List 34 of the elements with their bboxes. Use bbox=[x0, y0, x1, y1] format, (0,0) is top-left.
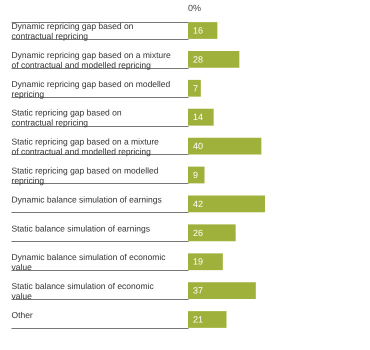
bar bbox=[188, 108, 214, 126]
y-tick-label: Static balance simulation of economic value bbox=[12, 281, 154, 302]
bar bbox=[188, 196, 265, 212]
y-tick-label: Dynamic repricing gap based on contractual repricing bbox=[12, 20, 134, 41]
data-label: 40 bbox=[193, 141, 204, 152]
data-label: 42 bbox=[193, 198, 204, 209]
data-label: 19 bbox=[193, 256, 204, 267]
bar bbox=[188, 166, 204, 184]
y-tick-label: Dynamic repricing gap based on a mixture of contractual and modelled repricing bbox=[12, 50, 171, 70]
y-tick-label: Dynamic balance simulation of economic value bbox=[12, 252, 166, 272]
bar bbox=[188, 224, 236, 242]
y-tick-label: Static repricing gap based on a mixture of contractual and modelled repricing bbox=[12, 136, 160, 157]
bar bbox=[188, 138, 262, 154]
y-tick-label: Static repricing gap based on modelled repricing bbox=[12, 166, 159, 186]
data-label: 21 bbox=[193, 314, 204, 325]
bar bbox=[188, 253, 223, 270]
y-tick-label: Static balance simulation of earnings bbox=[12, 223, 150, 234]
y-tick-label: Dynamic balance simulation of earnings bbox=[12, 194, 162, 204]
y-tick-label: Dynamic repricing gap based on modelled repricing bbox=[12, 78, 171, 99]
data-label: 26 bbox=[193, 228, 204, 238]
bar bbox=[188, 80, 201, 97]
data-label: 9 bbox=[193, 170, 198, 180]
data-label: 16 bbox=[193, 25, 204, 36]
bar bbox=[188, 282, 256, 300]
text: 0% bbox=[188, 3, 202, 13]
data-label: 7 bbox=[193, 83, 198, 94]
bar bbox=[188, 50, 240, 68]
data-label: 28 bbox=[193, 54, 204, 64]
bar bbox=[188, 22, 218, 39]
data-label: 14 bbox=[193, 112, 204, 122]
y-tick-label: Other bbox=[12, 310, 33, 320]
y-tick-label: Static repricing gap based on contractual repricing bbox=[12, 108, 122, 128]
data-label: 37 bbox=[193, 286, 204, 296]
bar bbox=[188, 311, 226, 328]
